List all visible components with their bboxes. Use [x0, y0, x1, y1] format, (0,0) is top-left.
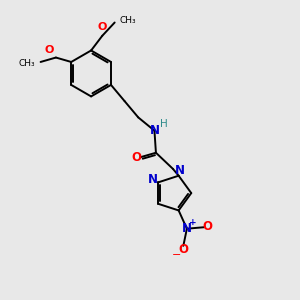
Text: O: O [131, 151, 141, 164]
Text: N: N [148, 173, 158, 186]
Text: N: N [149, 124, 159, 137]
Text: O: O [44, 45, 54, 55]
Text: O: O [178, 243, 188, 256]
Text: CH₃: CH₃ [19, 59, 35, 68]
Text: +: + [189, 218, 196, 227]
Text: H: H [160, 119, 168, 129]
Text: −: − [172, 250, 182, 260]
Text: N: N [182, 222, 192, 235]
Text: O: O [98, 22, 107, 32]
Text: CH₃: CH₃ [120, 16, 136, 25]
Text: O: O [203, 220, 213, 233]
Text: N: N [175, 164, 185, 177]
